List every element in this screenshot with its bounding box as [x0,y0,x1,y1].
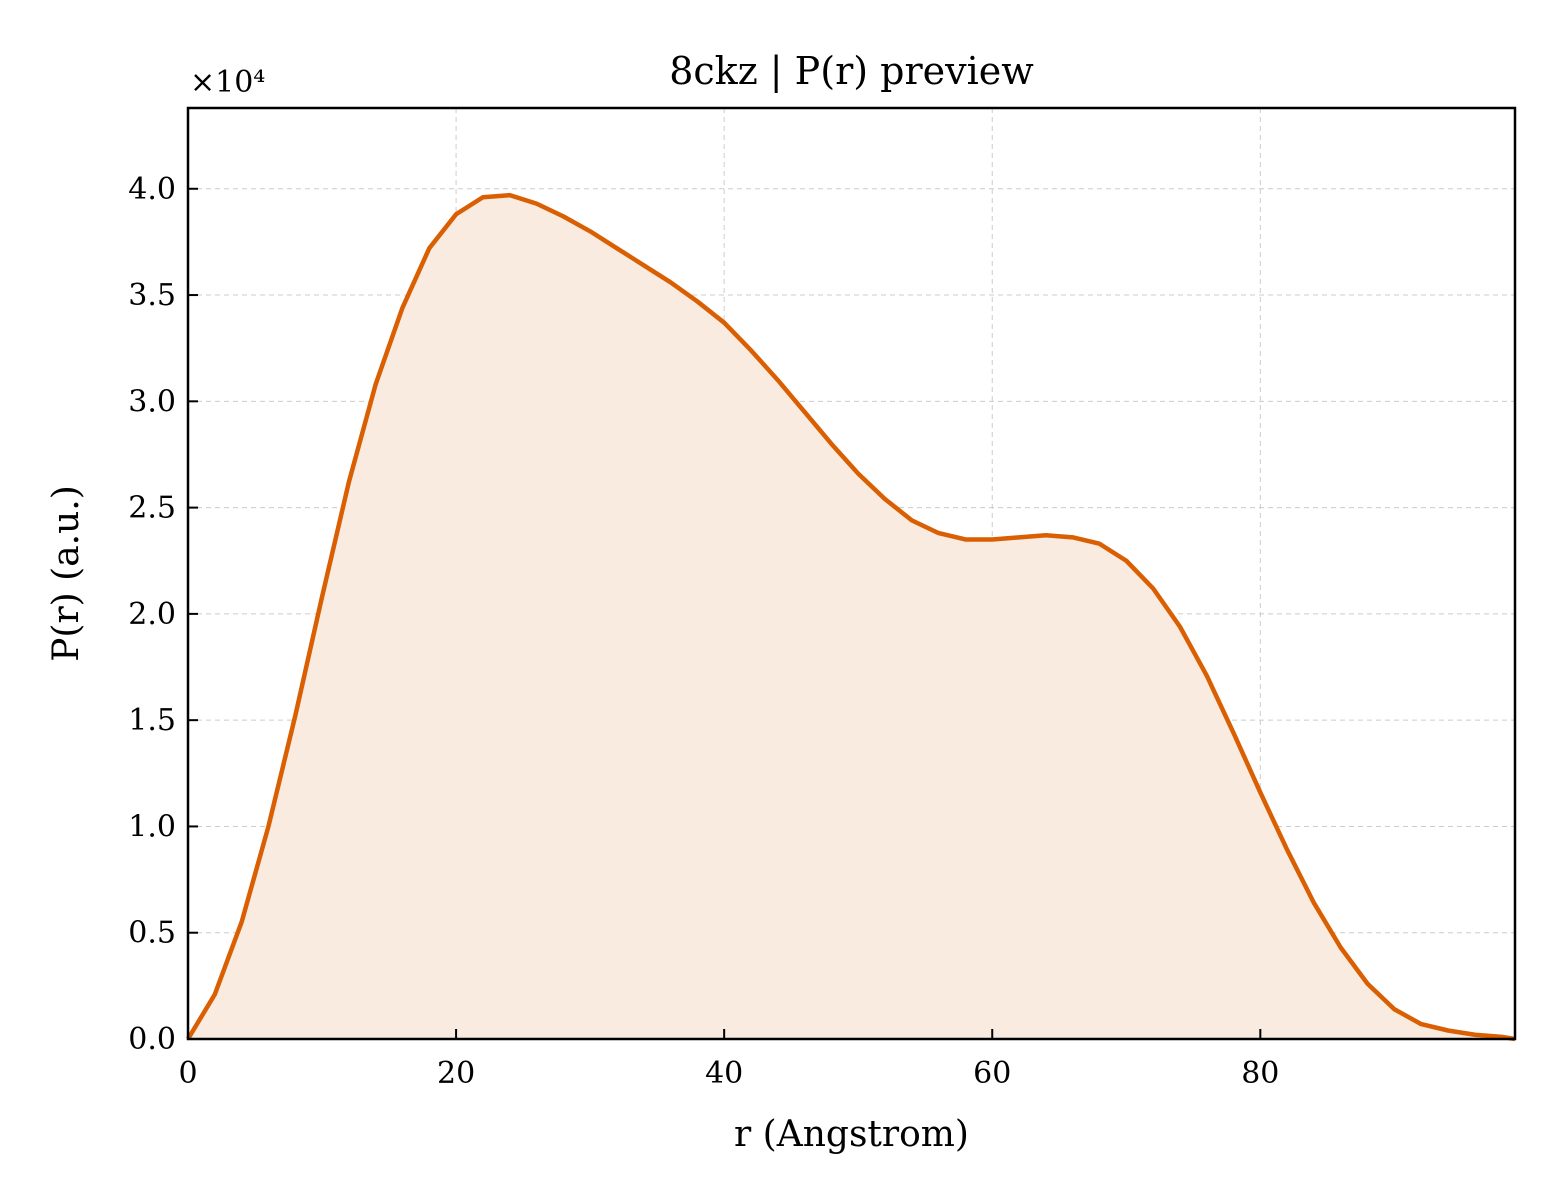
y-tick-label: 2.0 [128,597,176,632]
x-tick-label: 80 [1241,1056,1279,1091]
y-offset-label: ×10⁴ [190,65,265,100]
y-tick-label: 2.5 [128,491,176,526]
y-tick-label: 1.5 [128,703,176,738]
chart-title: 8ckz | P(r) preview [669,49,1034,93]
y-axis-title: P(r) (a.u.) [46,485,87,662]
y-tick-label: 3.5 [128,278,176,313]
x-tick-label: 20 [437,1056,475,1091]
y-tick-label: 3.0 [128,384,176,419]
x-tick-label: 0 [178,1056,197,1091]
y-axis-ticks: 0.0 0.5 1.0 1.5 2.0 2.5 3.0 3.5 4.0 [128,172,198,1057]
x-tick-label: 60 [973,1056,1011,1091]
x-axis-ticks: 0 20 40 60 80 [178,1029,1279,1091]
x-axis-title: r (Angstrom) [734,1114,969,1155]
y-tick-label: 1.0 [128,809,176,844]
y-tick-label: 0.0 [128,1022,176,1057]
plot-frame [186,106,1517,1041]
x-tick-label: 40 [705,1056,743,1091]
y-tick-label: 0.5 [128,916,176,951]
series-line [186,192,1516,1042]
y-tick-label: 4.0 [128,172,176,207]
area-fill [188,195,1515,1039]
